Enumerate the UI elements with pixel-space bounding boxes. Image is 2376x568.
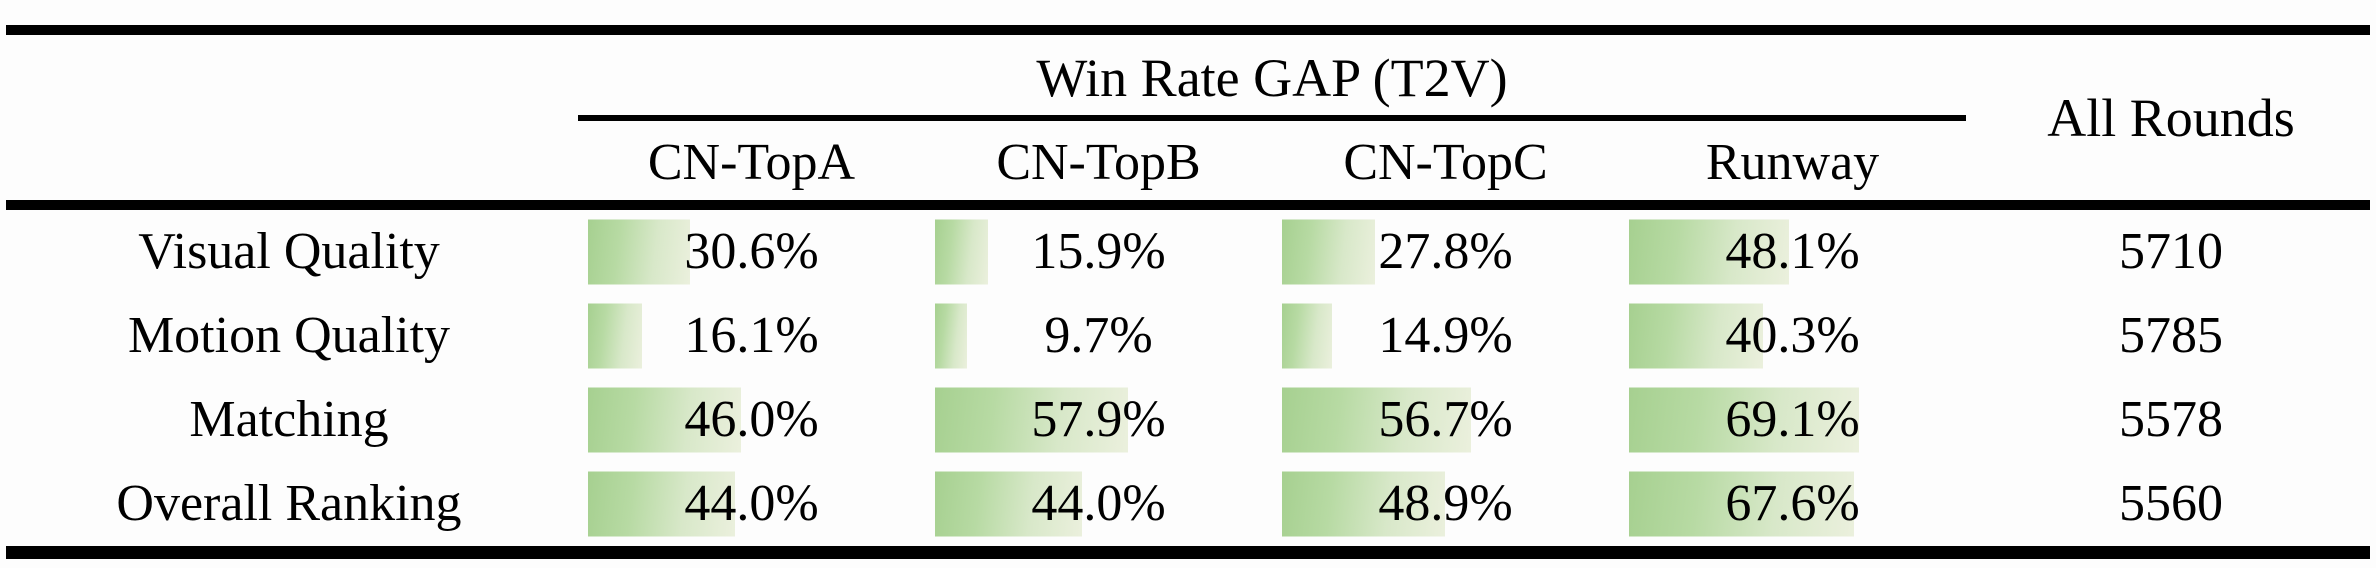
win-rate-cell: 57.9%	[925, 378, 1272, 462]
win-rate-bar	[935, 303, 968, 369]
win-rate-cell: 46.0%	[578, 378, 925, 462]
win-rate-value: 67.6%	[1725, 475, 1860, 532]
win-rate-value: 57.9%	[1031, 391, 1166, 448]
row-label: Overall Ranking	[116, 475, 462, 532]
row-label: Matching	[189, 391, 389, 448]
cmidrule	[578, 115, 1966, 121]
column-header: CN-TopC	[1343, 133, 1548, 191]
win-rate-cell: 14.9%	[1272, 294, 1619, 378]
win-rate-cell: 48.1%	[1619, 210, 1966, 294]
win-rate-value: 27.8%	[1378, 223, 1513, 280]
column-header: CN-TopB	[996, 133, 1201, 191]
win-rate-value: 14.9%	[1378, 307, 1513, 364]
table-header: Win Rate GAP (T2V) CN-TopA CN-TopB CN-TopC…	[0, 35, 2376, 200]
top-rule	[6, 25, 2370, 35]
win-rate-cell: 27.8%	[1272, 210, 1619, 294]
win-rate-value: 40.3%	[1725, 307, 1860, 364]
table-row: Overall Ranking 44.0% 44.0% 48.9% 67.6% 5560	[0, 462, 2376, 546]
win-rate-bar	[1282, 471, 1445, 537]
win-rate-value: 56.7%	[1378, 391, 1513, 448]
win-rate-cell: 48.9%	[1272, 462, 1619, 546]
mid-rule	[6, 200, 2370, 210]
column-header: Runway	[1705, 133, 1880, 191]
win-rate-cell: 40.3%	[1619, 294, 1966, 378]
win-rate-cell: 44.0%	[925, 462, 1272, 546]
table-row: Visual Quality 30.6% 15.9% 27.8% 48.1% 5710	[0, 210, 2376, 294]
win-rate-cell: 44.0%	[578, 462, 925, 546]
all-rounds-header: All Rounds	[2047, 87, 2295, 148]
win-rate-bar	[1629, 387, 1860, 453]
win-rate-bar	[1629, 471, 1855, 537]
win-rate-value: 48.9%	[1378, 475, 1513, 532]
table-title: Win Rate GAP (T2V)	[1036, 48, 1508, 108]
win-rate-cell: 30.6%	[578, 210, 925, 294]
all-rounds-value: 5785	[2119, 307, 2223, 364]
win-rate-value: 44.0%	[1031, 475, 1166, 532]
win-rate-bar	[588, 387, 742, 453]
win-rate-value: 15.9%	[1031, 223, 1166, 280]
win-rate-value: 44.0%	[684, 475, 819, 532]
win-rate-bar	[935, 471, 1082, 537]
all-rounds-value: 5710	[2119, 223, 2223, 280]
row-label: Visual Quality	[138, 223, 440, 280]
win-rate-bar	[935, 219, 988, 285]
win-rate-value: 46.0%	[684, 391, 819, 448]
win-rate-cell: 15.9%	[925, 210, 1272, 294]
win-rate-value: 16.1%	[684, 307, 819, 364]
win-rate-bar	[935, 387, 1128, 453]
header-empty-cell	[0, 35, 578, 200]
win-rate-bar	[588, 471, 735, 537]
win-rate-bar	[588, 219, 690, 285]
win-rate-value: 9.7%	[1044, 307, 1153, 364]
win-rate-bar	[588, 303, 642, 369]
all-rounds-value: 5560	[2119, 475, 2223, 532]
win-rate-bar	[1629, 219, 1790, 285]
win-rate-cell: 69.1%	[1619, 378, 1966, 462]
win-rate-cell: 16.1%	[578, 294, 925, 378]
win-rate-value: 48.1%	[1725, 223, 1860, 280]
win-rate-bar	[1629, 303, 1764, 369]
win-rate-bar	[1282, 303, 1332, 369]
table-row: Motion Quality 16.1% 9.7% 14.9% 40.3% 5785	[0, 294, 2376, 378]
row-label: Motion Quality	[127, 307, 451, 364]
win-rate-bar	[1282, 387, 1471, 453]
table-row: Matching 46.0% 57.9% 56.7% 69.1% 5578	[0, 378, 2376, 462]
win-rate-cell: 67.6%	[1619, 462, 1966, 546]
table-body: Visual Quality 30.6% 15.9% 27.8% 48.1% 5710 …	[0, 210, 2376, 546]
win-rate-cell: 9.7%	[925, 294, 1272, 378]
win-rate-bar	[1282, 219, 1375, 285]
win-rate-value: 30.6%	[684, 223, 819, 280]
column-header: CN-TopA	[647, 133, 856, 191]
column-headers: CN-TopA CN-TopB CN-TopC Runway	[578, 121, 1966, 200]
win-rate-cell: 56.7%	[1272, 378, 1619, 462]
bottom-rule	[6, 546, 2370, 559]
win-rate-value: 69.1%	[1725, 391, 1860, 448]
all-rounds-value: 5578	[2119, 391, 2223, 448]
